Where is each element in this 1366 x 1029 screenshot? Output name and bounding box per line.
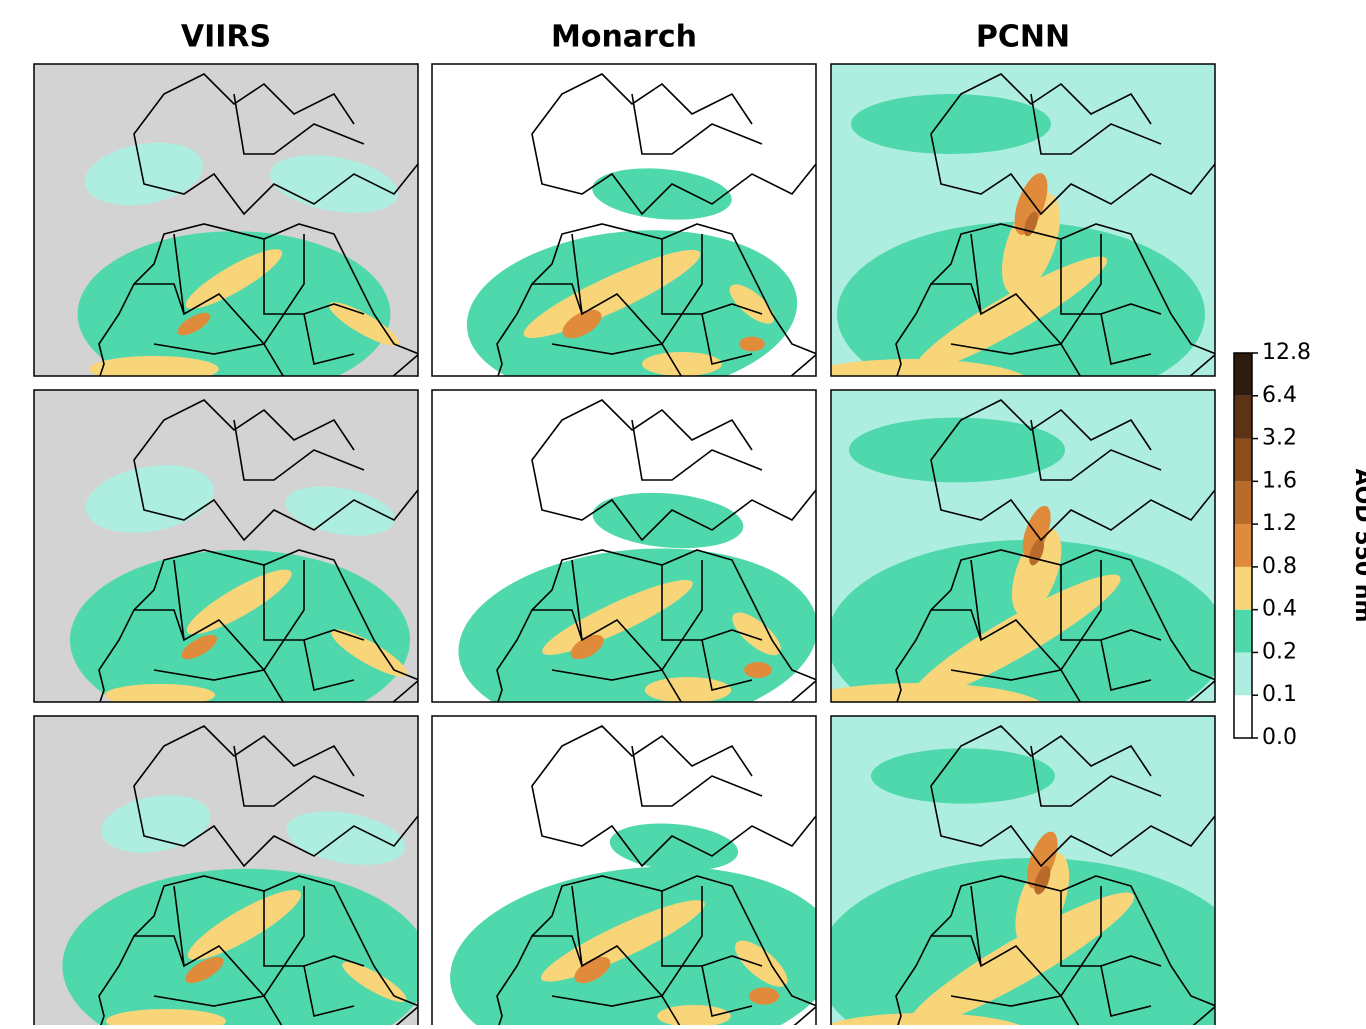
map-panel xyxy=(34,716,430,1025)
colorbar-tick-label: 6.4 xyxy=(1262,383,1297,408)
colorbar-tick-label: 12.8 xyxy=(1262,340,1311,365)
map-panel xyxy=(432,64,817,411)
map-panel xyxy=(432,716,846,1025)
colorbar-tick-label: 1.2 xyxy=(1262,511,1297,536)
colorbar-tick-label: 3.2 xyxy=(1262,426,1297,451)
colorbar-bin xyxy=(1234,396,1252,439)
colorbar-bin xyxy=(1234,481,1252,524)
map-panel xyxy=(787,390,1227,740)
aod-region xyxy=(739,337,765,352)
column-title: Monarch xyxy=(551,20,697,55)
colorbar-tick-label: 1.6 xyxy=(1262,468,1297,493)
colorbar-bin xyxy=(1234,524,1252,567)
colorbar-tick-label: 0.8 xyxy=(1262,554,1297,579)
column-title: VIIRS xyxy=(181,20,271,55)
column-title: PCNN xyxy=(976,20,1070,55)
aod-region xyxy=(744,662,772,678)
aod-region xyxy=(645,677,731,703)
colorbar-bin xyxy=(1234,695,1252,738)
colorbar-tick-label: 0.2 xyxy=(1262,639,1297,664)
colorbar-bin xyxy=(1234,567,1252,610)
page: {"chart_data": {"type": "map-grid", "col… xyxy=(0,0,1366,1025)
map-panel xyxy=(813,716,1249,1025)
colorbar-bin xyxy=(1234,353,1252,396)
colorbar-label: AOD 550 nm xyxy=(1350,469,1366,623)
map-panel xyxy=(432,390,825,745)
colorbar-bin xyxy=(1234,652,1252,695)
aod-region xyxy=(871,748,1055,803)
colorbar-bin xyxy=(1234,439,1252,482)
aod-region xyxy=(851,94,1051,154)
figure: VIIRS Monarch PCNN 0.0 0.1 0.2 0.4 0.8 1.2 1.6 3.2… xyxy=(0,0,1366,1025)
map-panel xyxy=(34,64,419,397)
colorbar-tick-label: 0.1 xyxy=(1262,682,1297,707)
colorbar-bin xyxy=(1234,610,1252,653)
colorbar-tick-label: 0.4 xyxy=(1262,597,1297,622)
map-panel xyxy=(34,390,419,730)
colorbar-tick-label: 0.0 xyxy=(1262,725,1297,750)
map-panel xyxy=(791,64,1216,409)
aod-region xyxy=(89,356,219,382)
aod-region xyxy=(749,987,779,1004)
